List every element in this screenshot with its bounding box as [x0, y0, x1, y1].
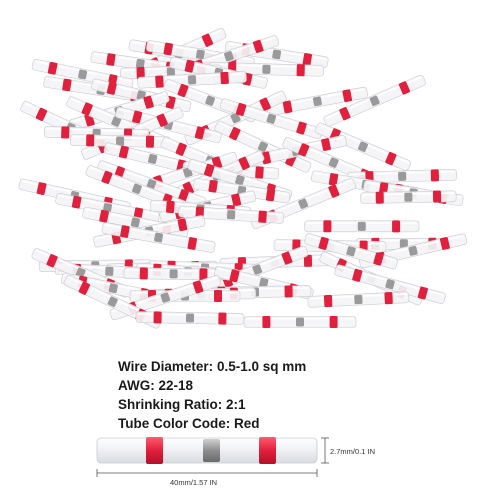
- connector-tube: [360, 190, 457, 204]
- connector-tube: [334, 264, 446, 304]
- spec-awg: AWG: 22-18: [118, 378, 194, 393]
- dimension-diagram: 2.7mm/0.1 IN 40mm/1.57 IN: [96, 437, 375, 487]
- connector-tube: [347, 169, 458, 184]
- connector-left-band: [146, 437, 163, 464]
- connector-tube: [307, 291, 410, 308]
- connector-tube: [219, 98, 323, 140]
- connector-tube: [315, 122, 411, 171]
- connector-tube: [103, 142, 202, 176]
- connector-tube: [101, 222, 216, 253]
- spec-shrinking-ratio: Shrinking Ratio: 2:1: [118, 397, 246, 412]
- diameter-dimension: [321, 437, 329, 464]
- specifications: Wire Diameter: 0.5-1.0 sq mm AWG: 22-18 …: [118, 357, 418, 433]
- connector-right-band: [259, 437, 276, 464]
- connector-tube: [304, 233, 398, 270]
- connector-tube: [178, 205, 284, 224]
- connector-tube: [323, 74, 426, 127]
- spec-tube-color: Tube Color Code: Red: [118, 416, 260, 431]
- connector-tube: [85, 165, 189, 213]
- length-dimension: [96, 469, 318, 477]
- connector-solder-ring: [203, 439, 220, 462]
- connector-tube: [123, 267, 224, 281]
- connector-tube: [135, 311, 245, 325]
- heat-shrink-connectors-pile: [18, 27, 468, 329]
- diameter-label: 2.7mm/0.1 IN: [330, 447, 375, 456]
- connector-tube: [266, 86, 368, 116]
- connector-tube: [304, 220, 420, 233]
- length-label: 40mm/1.57 IN: [170, 478, 217, 487]
- sample-connector: [96, 437, 318, 464]
- connector-tube: [243, 316, 357, 328]
- spec-wire-diameter: Wire Diameter: 0.5-1.0 sq mm: [118, 359, 307, 374]
